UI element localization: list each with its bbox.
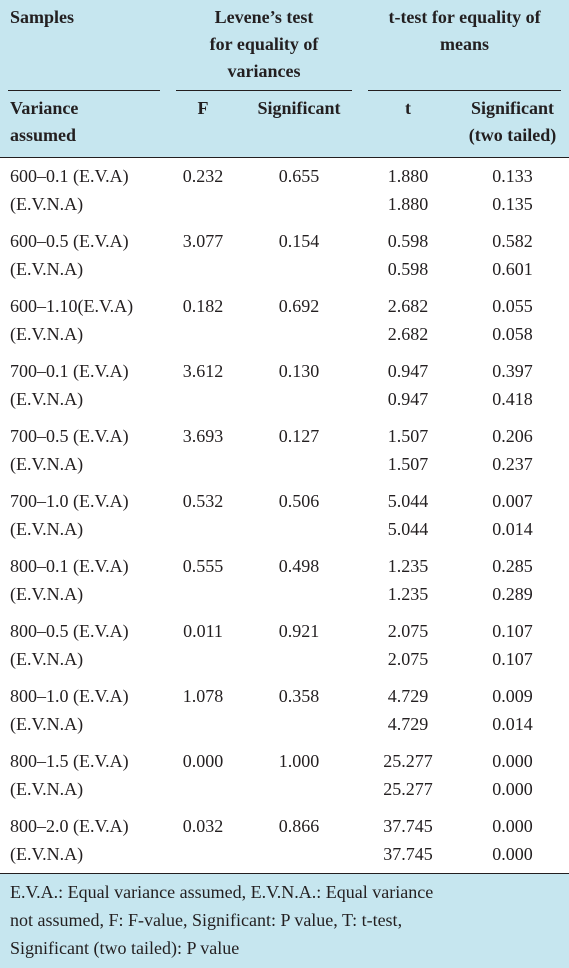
f-value-cell: 0.555 bbox=[168, 548, 238, 613]
sample-cell: 700–0.5 (E.V.A)(E.V.N.A) bbox=[0, 418, 168, 483]
table-header: Samples Levene’s test for equality of va… bbox=[0, 0, 569, 158]
f-value-cell: 3.612 bbox=[168, 353, 238, 418]
header-variance-assumed: Variance assumed bbox=[0, 91, 168, 158]
significant-cell: 0.498 bbox=[238, 548, 360, 613]
significant-cell: 0.154 bbox=[238, 223, 360, 288]
significant-cell: 0.921 bbox=[238, 613, 360, 678]
significant-cell: 0.506 bbox=[238, 483, 360, 548]
sample-cell: 700–0.1 (E.V.A)(E.V.N.A) bbox=[0, 353, 168, 418]
footnote-text: E.V.A.: Equal variance assumed, E.V.N.A.… bbox=[0, 874, 569, 968]
sample-cell: 700–1.0 (E.V.A)(E.V.N.A) bbox=[0, 483, 168, 548]
f-value-cell: 3.693 bbox=[168, 418, 238, 483]
header-significant-two-tailed: Significant (two tailed) bbox=[456, 91, 569, 158]
f-value-cell: 0.032 bbox=[168, 808, 238, 874]
f-value-cell: 0.000 bbox=[168, 743, 238, 808]
table-footnote: E.V.A.: Equal variance assumed, E.V.N.A.… bbox=[0, 874, 569, 968]
sample-cell: 800–0.1 (E.V.A)(E.V.N.A) bbox=[0, 548, 168, 613]
header-t: t bbox=[360, 91, 456, 158]
significant-cell: 0.866 bbox=[238, 808, 360, 874]
header-ttest-group: t-test for equality of means bbox=[360, 0, 569, 91]
sample-cell: 800–1.5 (E.V.A)(E.V.N.A) bbox=[0, 743, 168, 808]
header-significant: Significant bbox=[238, 91, 360, 158]
sample-cell: 800–1.0 (E.V.A)(E.V.N.A) bbox=[0, 678, 168, 743]
f-value-cell: 0.182 bbox=[168, 288, 238, 353]
footnote-row: E.V.A.: Equal variance assumed, E.V.N.A.… bbox=[0, 874, 569, 968]
header-row-1: Samples Levene’s test for equality of va… bbox=[0, 0, 569, 91]
significant-cell: 0.358 bbox=[238, 678, 360, 743]
significant-cell: 0.130 bbox=[238, 353, 360, 418]
f-value-cell: 0.532 bbox=[168, 483, 238, 548]
f-value-cell: 1.078 bbox=[168, 678, 238, 743]
header-levene-group: Levene’s test for equality of variances bbox=[168, 0, 360, 91]
significant-cell: 0.692 bbox=[238, 288, 360, 353]
sample-cell: 800–2.0 (E.V.A)(E.V.N.A) bbox=[0, 808, 168, 874]
sample-cell: 600–1.10(E.V.A)(E.V.N.A) bbox=[0, 288, 168, 353]
header-row-2: Variance assumed F Significant t Signifi… bbox=[0, 91, 569, 158]
f-value-cell: 3.077 bbox=[168, 223, 238, 288]
significant-cell: 1.000 bbox=[238, 743, 360, 808]
significant-cell: 0.127 bbox=[238, 418, 360, 483]
sample-cell: 800–0.5 (E.V.A)(E.V.N.A) bbox=[0, 613, 168, 678]
f-value-cell: 0.232 bbox=[168, 158, 238, 224]
header-samples: Samples bbox=[0, 0, 168, 91]
significant-cell: 0.655 bbox=[238, 158, 360, 224]
header-f: F bbox=[168, 91, 238, 158]
f-value-cell: 0.011 bbox=[168, 613, 238, 678]
sample-cell: 600–0.5 (E.V.A)(E.V.N.A) bbox=[0, 223, 168, 288]
sample-cell: 600–0.1 (E.V.A)(E.V.N.A) bbox=[0, 158, 168, 224]
